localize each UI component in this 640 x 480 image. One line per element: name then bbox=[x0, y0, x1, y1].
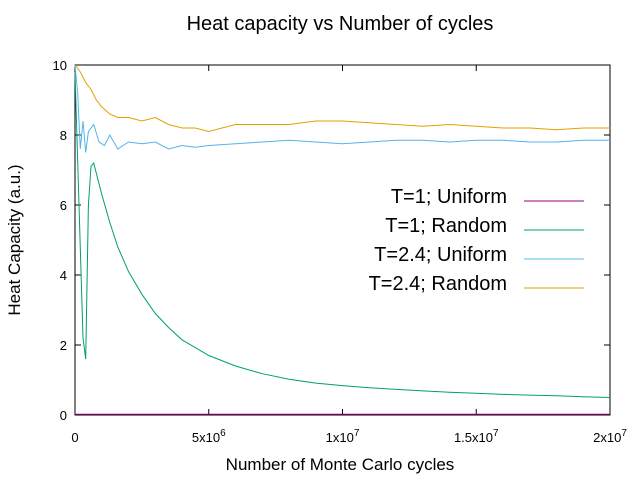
x-tick-label: 2x107 bbox=[593, 428, 627, 445]
y-tick-label: 4 bbox=[60, 268, 67, 283]
legend-label: T=1; Random bbox=[385, 215, 507, 237]
y-tick-label: 0 bbox=[60, 408, 67, 423]
x-tick-label: 1x107 bbox=[326, 428, 360, 445]
chart-title: Heat capacity vs Number of cycles bbox=[187, 13, 494, 35]
y-tick-label: 6 bbox=[60, 198, 67, 213]
series-line bbox=[74, 64, 610, 153]
series-lines bbox=[74, 64, 611, 415]
legend-label: T=2.4; Random bbox=[369, 273, 507, 295]
y-tick-label: 10 bbox=[53, 58, 67, 73]
legend-label: T=1; Uniform bbox=[391, 186, 507, 208]
y-axis: 0 2 4 6 8 10 bbox=[53, 58, 610, 423]
x-axis: 0 5x106 1x107 1.5x107 2x107 bbox=[71, 65, 627, 445]
x-tick-label: 1.5x107 bbox=[454, 428, 499, 445]
y-axis-label: Heat Capacity (a.u.) bbox=[5, 164, 24, 315]
series-line bbox=[74, 71, 611, 398]
series-line bbox=[74, 64, 610, 133]
y-tick-label: 8 bbox=[60, 128, 67, 143]
x-axis-label: Number of Monte Carlo cycles bbox=[226, 455, 455, 474]
legend: T=1; Uniform T=1; Random T=2.4; Uniform T=2… bbox=[369, 186, 584, 295]
y-tick-label: 2 bbox=[60, 338, 67, 353]
x-tick-label: 5x106 bbox=[192, 428, 226, 445]
x-tick-label: 0 bbox=[71, 430, 78, 445]
legend-label: T=2.4; Uniform bbox=[374, 244, 507, 266]
